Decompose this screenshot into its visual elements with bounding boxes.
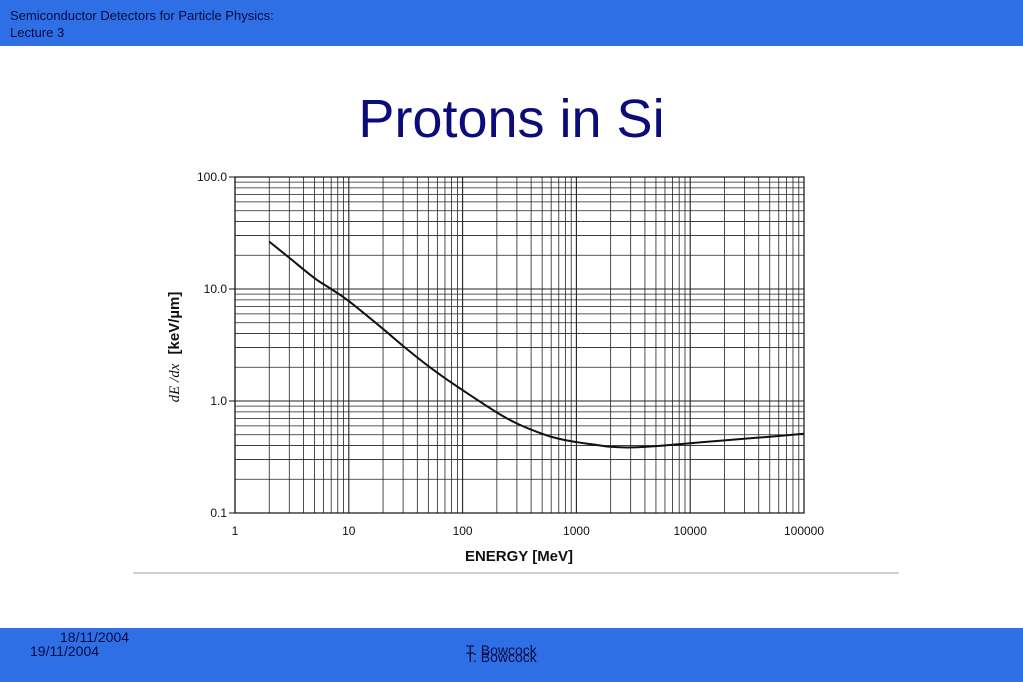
- footer-author-2: T. Bowcock: [466, 649, 537, 665]
- y-tick-label: 10.0: [204, 282, 228, 296]
- series-line-0: [268, 240, 805, 449]
- footer-bar: 18/11/2004 19/11/2004 T. Bowcock T. Bowc…: [0, 628, 1023, 682]
- chart-container: ENERGY [MeV] dE /dx [keV/µm] 1 10 100 1000 1…: [133, 170, 899, 574]
- y-axis-label-quantity: dE /dx: [167, 363, 183, 402]
- footer-author-1: T. Bowcock: [466, 642, 537, 658]
- footer-date-1: 18/11/2004: [60, 629, 130, 645]
- plot-frame: [234, 176, 805, 514]
- y-axis-label: dE /dx [keV/µm]: [166, 292, 183, 403]
- x-tick-label: 10000: [674, 524, 708, 538]
- y-tick-label: 1.0: [210, 394, 227, 408]
- labels: ENERGY [MeV] dE /dx [keV/µm] 1 10 100 1000 1…: [166, 170, 824, 565]
- header-bar: Semiconductor Detectors for Particle Phy…: [0, 0, 1023, 46]
- grid: [234, 177, 804, 514]
- y-axis-label-unit: [keV/µm]: [166, 292, 183, 355]
- x-axis-label: ENERGY [MeV]: [465, 548, 573, 565]
- x-tick-label: 1000: [563, 524, 590, 538]
- course-title-line-1: Semiconductor Detectors for Particle Phy…: [10, 8, 274, 23]
- x-tick-label: 1: [232, 524, 239, 538]
- x-tick-label: 10: [342, 524, 356, 538]
- x-tick-label: 100000: [784, 524, 824, 538]
- y-tick-label: 0.1: [210, 506, 227, 520]
- axes: [229, 176, 805, 514]
- series: [268, 240, 805, 449]
- stopping-power-chart: ENERGY [MeV] dE /dx [keV/µm] 1 10 100 1000 1…: [166, 170, 824, 565]
- y-tick-label: 100.0: [197, 170, 227, 184]
- slide-title: Protons in Si: [358, 89, 665, 149]
- course-title: Semiconductor Detectors for Particle Phy…: [10, 7, 274, 41]
- course-title-line-2: Lecture 3: [10, 25, 65, 40]
- x-tick-label: 100: [453, 524, 473, 538]
- footer-date-2: 19/11/2004: [30, 643, 100, 659]
